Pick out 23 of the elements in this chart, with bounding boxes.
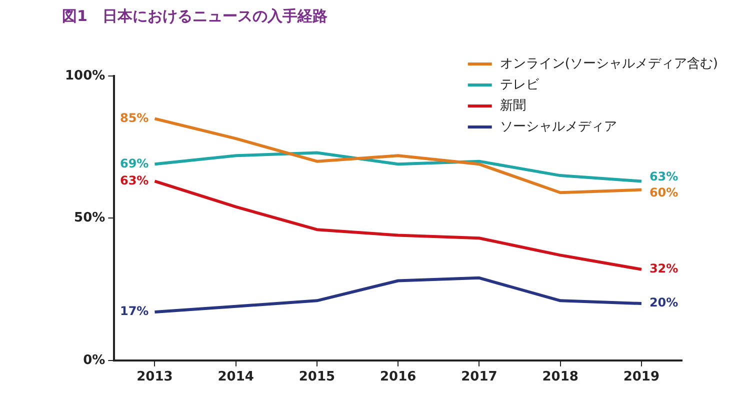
- x-tick-label: 2016: [380, 370, 416, 385]
- x-tick-label: 2015: [298, 370, 336, 385]
- chart-title: 図1 日本におけるニュースの入手経路: [62, 6, 328, 25]
- x-tick-label: 2018: [542, 370, 578, 385]
- x-tick-label: 2017: [461, 370, 498, 385]
- legend-label: テレビ: [500, 77, 540, 92]
- data-label: 63%: [649, 170, 678, 184]
- x-tick-label: 2014: [218, 370, 254, 385]
- y-tick-label: 0%: [83, 352, 106, 368]
- data-label: 85%: [120, 110, 149, 125]
- legend-label: ソーシャルメディア: [500, 119, 617, 134]
- data-label: 17%: [120, 304, 149, 318]
- x-tick-label: 2013: [136, 370, 173, 385]
- data-label: 20%: [649, 296, 678, 310]
- data-label: 60%: [649, 186, 678, 200]
- y-tick-label: 50%: [74, 210, 106, 226]
- data-label: 69%: [120, 156, 149, 170]
- legend-label: オンライン(ソーシャルメディア含む): [500, 56, 718, 72]
- x-tick-label: 2019: [623, 370, 660, 385]
- data-label: 32%: [649, 262, 678, 276]
- data-label: 63%: [120, 173, 149, 188]
- y-tick-label: 100%: [64, 68, 106, 84]
- legend-label: 新聞: [500, 98, 526, 114]
